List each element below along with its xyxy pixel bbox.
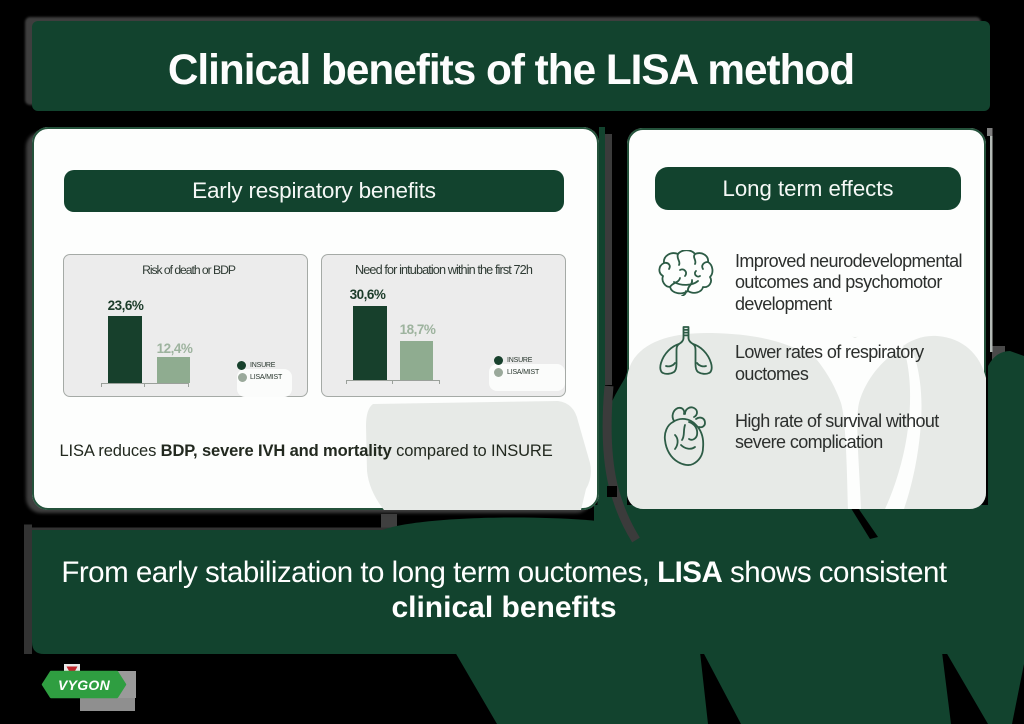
svg-text:VYGON: VYGON (58, 677, 111, 693)
